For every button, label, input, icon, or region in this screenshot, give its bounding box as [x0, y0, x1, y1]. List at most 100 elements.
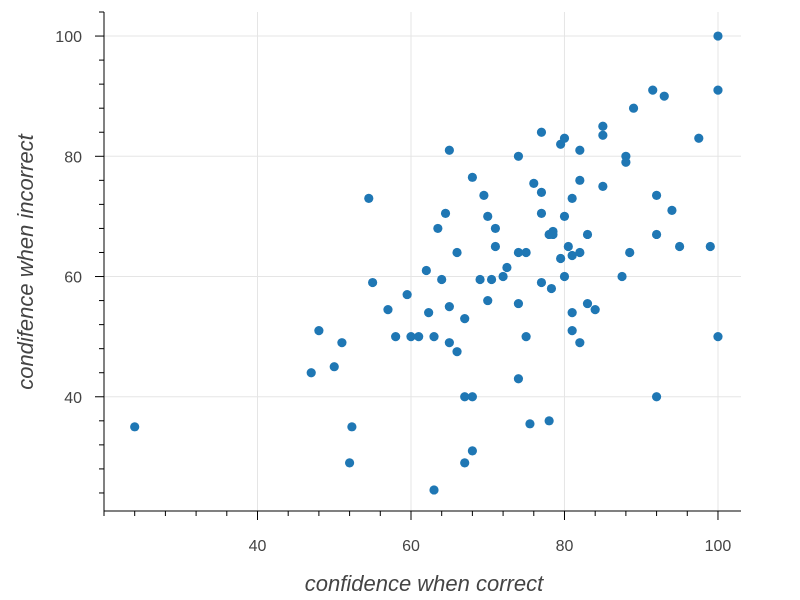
data-point: [694, 133, 704, 143]
data-point: [421, 265, 431, 276]
data-point: [402, 289, 412, 300]
data-point: [617, 271, 627, 282]
data-point: [575, 175, 585, 185]
data-point: [575, 338, 585, 348]
y-tick-label: 60: [64, 270, 82, 287]
data-point: [424, 308, 434, 318]
data-point: [544, 416, 554, 426]
data-point: [651, 190, 662, 200]
data-point: [444, 145, 454, 155]
data-point: [490, 223, 501, 234]
y-axis-title: condifence when incorrect: [13, 133, 38, 389]
data-point: [567, 308, 577, 318]
data-point: [344, 458, 355, 468]
data-point: [575, 247, 585, 258]
data-point: [513, 151, 524, 161]
x-tick-label: 80: [556, 538, 574, 555]
data-point: [521, 332, 531, 342]
axis-ticks: 40 60 80 100 40 60 80 100: [55, 11, 732, 555]
data-point: [598, 121, 608, 131]
data-point: [525, 419, 535, 429]
y-tick-label: 100: [55, 29, 82, 46]
data-point: [556, 253, 566, 264]
data-point: [406, 332, 416, 342]
data-point: [329, 362, 339, 372]
data-point: [590, 304, 600, 315]
data-point: [502, 262, 512, 273]
y-tick-label: 40: [64, 390, 82, 407]
data-point: [391, 332, 401, 342]
data-point: [347, 422, 357, 432]
x-tick-label: 100: [705, 538, 732, 555]
data-point: [460, 392, 470, 402]
data-point: [567, 250, 577, 261]
data-point: [452, 247, 462, 258]
data-point: [536, 187, 547, 197]
data-point: [414, 332, 424, 342]
data-point: [546, 283, 557, 294]
data-point: [713, 332, 723, 342]
data-point: [598, 181, 608, 191]
data-point: [521, 247, 531, 258]
data-point: [314, 326, 324, 336]
data-point: [651, 392, 662, 402]
data-point: [433, 223, 443, 234]
data-point: [582, 229, 593, 240]
data-point: [529, 178, 539, 188]
data-point: [513, 298, 524, 309]
grid-lines: [104, 12, 741, 511]
data-point: [536, 277, 547, 288]
data-point: [513, 247, 524, 258]
data-point: [563, 241, 573, 252]
data-point: [621, 157, 631, 167]
axes: [103, 12, 741, 512]
data-point: [437, 274, 447, 285]
data-point: [364, 193, 374, 203]
data-point: [483, 211, 493, 222]
data-point: [440, 208, 451, 219]
data-point: [490, 241, 501, 252]
data-point: [486, 274, 497, 285]
data-point: [648, 85, 658, 95]
data-points: [130, 31, 723, 495]
data-point: [444, 301, 454, 312]
data-point: [536, 127, 547, 137]
data-point: [713, 31, 723, 41]
data-point: [337, 338, 347, 348]
data-point: [306, 368, 316, 378]
data-point: [429, 485, 439, 495]
data-point: [659, 91, 669, 101]
data-point: [559, 133, 570, 143]
data-point: [675, 241, 685, 252]
data-point: [498, 271, 508, 282]
data-point: [598, 130, 608, 140]
data-point: [452, 347, 462, 357]
data-point: [467, 446, 477, 456]
data-point: [467, 392, 477, 402]
x-axis-title: confidence when correct: [305, 571, 544, 596]
x-tick-label: 60: [402, 538, 420, 555]
data-point: [567, 326, 577, 336]
data-point: [429, 332, 439, 342]
data-point: [651, 229, 662, 240]
data-point: [575, 145, 585, 155]
data-point: [625, 247, 635, 258]
data-point: [130, 422, 140, 432]
data-point: [460, 314, 470, 324]
data-point: [559, 271, 570, 282]
data-point: [479, 190, 489, 200]
data-point: [705, 241, 715, 252]
data-point: [548, 229, 558, 240]
data-point: [559, 211, 570, 222]
data-point: [628, 103, 639, 113]
data-point: [582, 298, 593, 309]
data-point: [483, 295, 493, 306]
y-tick-label: 80: [64, 149, 82, 166]
x-tick-label: 40: [249, 538, 267, 555]
data-point: [467, 172, 477, 182]
data-point: [536, 208, 547, 219]
data-point: [368, 277, 378, 288]
data-point: [383, 304, 393, 315]
data-point: [513, 374, 524, 384]
